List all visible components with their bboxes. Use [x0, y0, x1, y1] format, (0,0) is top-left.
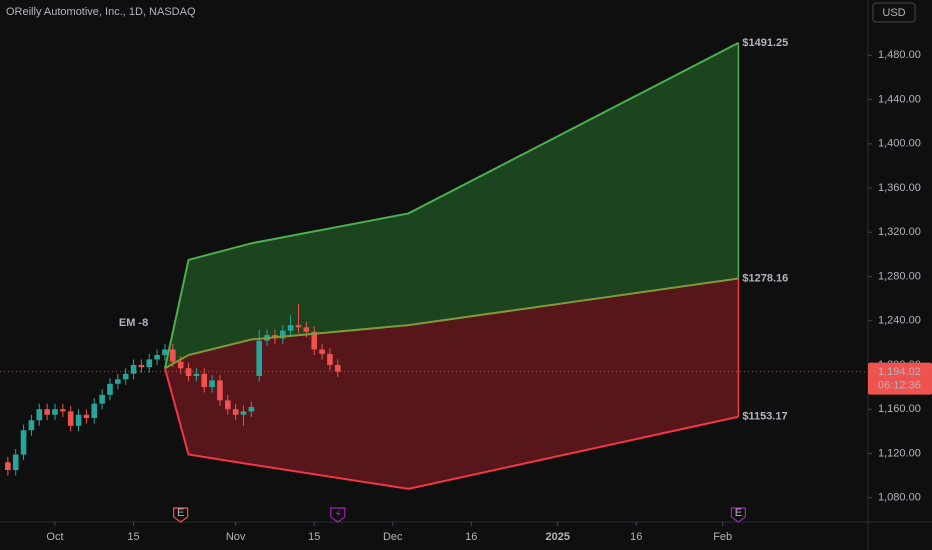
band-line: [164, 277, 739, 370]
candle-body: [303, 327, 310, 332]
candle-body: [52, 409, 58, 415]
candle-body: [99, 394, 105, 404]
y-tick-label: 1,360.00: [878, 182, 921, 194]
y-tick-label: 1,440.00: [878, 93, 921, 105]
x-tick-label: 15: [308, 531, 320, 543]
x-tick-label: Dec: [383, 531, 403, 543]
candle-body: [20, 430, 27, 455]
candle-body: [91, 403, 98, 419]
event-label: E: [177, 507, 184, 519]
countdown: 06:12:36: [878, 379, 921, 391]
band-label: $1491.25: [742, 37, 788, 49]
y-tick-label: 1,400.00: [878, 138, 921, 150]
y-tick-label: 1,480.00: [878, 49, 921, 61]
candle-body: [248, 406, 255, 412]
candle-body: [295, 325, 302, 328]
candle-body: [311, 331, 318, 350]
candle-body: [209, 380, 215, 388]
candle-body: [28, 420, 35, 431]
last-price-box: [868, 362, 932, 395]
candle-body: [279, 330, 286, 339]
candle-body: [240, 411, 247, 415]
y-tick-label: 1,240.00: [878, 315, 921, 327]
event-marker: [330, 507, 346, 523]
candle-body: [327, 353, 333, 365]
candle-body: [201, 373, 208, 388]
annotation: EM -8: [119, 317, 148, 329]
candle-body: [185, 368, 192, 377]
candle-body: [60, 409, 66, 412]
y-tick-label: 1,120.00: [878, 447, 921, 459]
chart-title: OReilly Automotive, Inc., 1D, NASDAQ: [6, 6, 196, 18]
x-tick-label: Nov: [226, 531, 246, 543]
candle-body: [217, 380, 223, 401]
candle-body: [334, 364, 341, 372]
candle-body: [44, 409, 50, 415]
currency-button[interactable]: [872, 2, 916, 23]
candle-body: [170, 349, 176, 362]
y-tick-label: 1,080.00: [878, 492, 921, 504]
candle-body: [193, 373, 200, 377]
x-tick-label: 16: [465, 531, 477, 543]
upper-band-fill: [164, 42, 739, 369]
candle-body: [67, 411, 74, 426]
event-marker: [173, 507, 189, 523]
event-marker: [730, 507, 746, 523]
lower-band-fill: [164, 278, 739, 489]
y-tick-label: 1,280.00: [878, 270, 921, 282]
candle-body: [138, 364, 145, 368]
candle-body: [232, 409, 239, 415]
candle-body: [154, 355, 160, 360]
y-tick-label: 1,160.00: [878, 403, 921, 415]
candle-body: [83, 414, 90, 419]
band-label: $1153.17: [742, 411, 787, 423]
candle-body: [130, 364, 137, 374]
band-label: $1278.16: [742, 272, 788, 284]
candle-body: [12, 454, 19, 471]
x-tick-label: 16: [630, 531, 642, 543]
candle-body: [36, 409, 43, 421]
candle-body: [287, 325, 294, 331]
candle-body: [256, 340, 263, 377]
candle-body: [122, 373, 129, 380]
candle-body: [225, 400, 231, 410]
candle-body: [107, 383, 113, 395]
last-price-label: 1,194.02: [878, 366, 921, 378]
event-icon: [335, 509, 341, 518]
candle-body: [75, 414, 82, 426]
band-line: [163, 41, 739, 369]
candle-body: [319, 349, 325, 354]
x-tick-label: 15: [127, 531, 139, 543]
band-line: [163, 368, 739, 490]
event-label: E: [735, 507, 742, 519]
candle-body: [5, 462, 11, 471]
candle-body: [162, 349, 168, 356]
x-tick-label: Oct: [46, 531, 63, 543]
x-tick-label: 2025: [545, 531, 569, 543]
x-tick-label: Feb: [713, 531, 732, 543]
candle-body: [177, 361, 184, 369]
y-tick-label: 1,320.00: [878, 226, 921, 238]
candle-body: [115, 379, 121, 384]
candle-body: [146, 359, 153, 368]
currency[interactable]: USD: [882, 7, 905, 19]
